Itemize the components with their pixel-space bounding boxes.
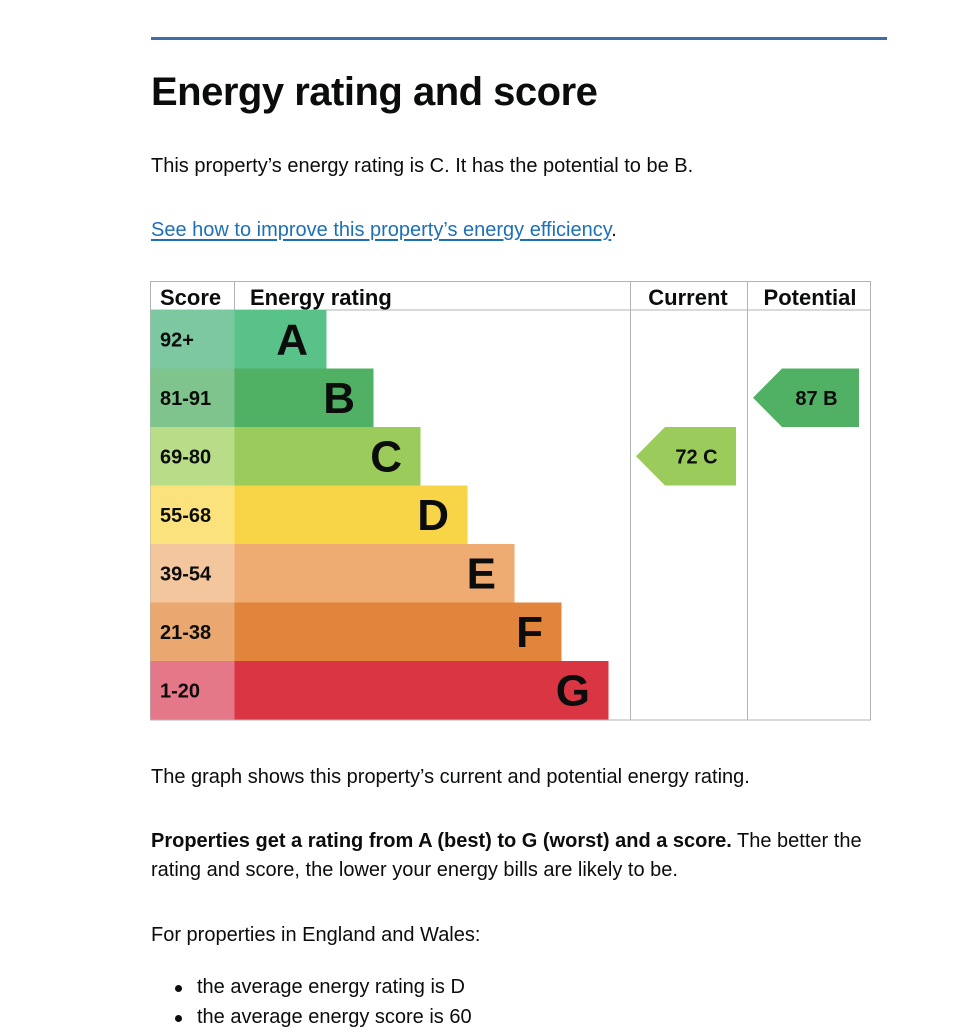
improve-efficiency-link[interactable]: See how to improve this property’s energ… [151, 219, 612, 241]
score-range-a: 92+ [160, 329, 194, 351]
score-cell-d [150, 485, 235, 544]
score-range-d: 55-68 [160, 505, 211, 527]
energy-rating-chart: 92+ A81-91 B69-80 C55-68 D39-54 E21-38 F1-20 G … [150, 281, 871, 721]
graph-caption: The graph shows this property’s current … [151, 766, 750, 788]
score-range-b: 81-91 [160, 388, 211, 410]
intro-text: This property’s energy rating is C. It h… [151, 155, 694, 177]
improve-link-suffix: . [611, 219, 617, 241]
chart-bands: 92+ A 81-91 B 69-80 C 55-68 D 39-54 E 21-38 F 1-20 G [150, 310, 609, 720]
rating-explanation-bold: Properties get a rating from A (best) to… [151, 830, 732, 852]
band-letter-b: B [323, 374, 355, 423]
score-cell-f [150, 602, 235, 661]
regions-text: For properties in England and Wales: [151, 924, 481, 946]
band-bar-c [234, 427, 421, 486]
improve-paragraph: See how to improve this property’s energ… [151, 216, 881, 245]
rating-explanation-rest: The better the rating and score, the low… [151, 830, 862, 881]
band-bar-e [234, 544, 515, 603]
score-cell-b [150, 368, 235, 427]
band-bar-f [234, 602, 562, 661]
score-cell-g [150, 661, 235, 720]
score-range-c: 69-80 [160, 446, 211, 468]
potential-rating-arrow [753, 368, 859, 427]
chart-headers: Score Energy rating Current Potential [160, 285, 856, 310]
header-potential: Potential [764, 285, 857, 310]
band-letter-f: F [516, 608, 543, 657]
band-bar-d [234, 485, 468, 544]
top-rule [151, 37, 887, 40]
band-letter-c: C [370, 432, 402, 481]
score-range-e: 39-54 [160, 563, 212, 585]
header-score: Score [160, 285, 221, 310]
page-title: Energy rating and score [151, 70, 598, 114]
list-item: the average energy rating is D [151, 972, 472, 1002]
potential-rating-label: 87 B [795, 388, 837, 410]
band-letter-d: D [417, 491, 449, 540]
band-bar-a [234, 310, 327, 369]
header-energy-rating: Energy rating [250, 285, 392, 310]
score-cell-a [150, 310, 235, 369]
header-current: Current [648, 285, 728, 310]
band-letter-a: A [276, 315, 308, 364]
band-letter-g: G [556, 666, 590, 715]
list-item: the average energy score is 60 [151, 1002, 472, 1032]
score-range-f: 21-38 [160, 622, 211, 644]
current-rating-label: 72 C [675, 446, 717, 468]
score-range-g: 1-20 [160, 680, 200, 702]
chart-indicators: 72 C 87 B [636, 368, 859, 486]
average-list: the average energy rating is D the avera… [151, 972, 472, 1032]
current-rating-arrow [636, 427, 736, 486]
band-bar-g [234, 661, 609, 720]
score-cell-c [150, 427, 235, 486]
score-cell-e [150, 544, 235, 603]
band-letter-e: E [467, 549, 496, 598]
band-bar-b [234, 368, 374, 427]
rating-explanation: Properties get a rating from A (best) to… [151, 827, 881, 885]
